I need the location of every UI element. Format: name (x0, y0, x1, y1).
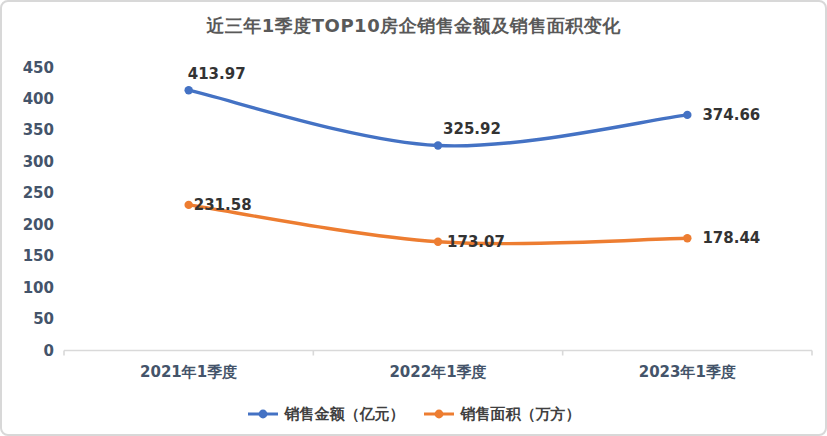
series-line-0 (189, 90, 688, 146)
data-label-series-1-point-0: 231.58 (194, 196, 252, 214)
y-axis-tick-label: 0 (4, 342, 54, 360)
series-0-marker-1 (434, 141, 442, 149)
series-1-marker-2 (683, 234, 691, 242)
legend-item-0: 销售金额（亿元） (247, 405, 405, 424)
x-axis-tick-label: 2022年1季度 (389, 363, 486, 382)
legend-marker-icon (423, 408, 455, 420)
y-axis-tick-label: 350 (4, 121, 54, 139)
y-axis-tick-label: 200 (4, 216, 54, 234)
legend-label: 销售面积（万方） (461, 405, 581, 424)
y-axis-tick-label: 100 (4, 279, 54, 297)
y-axis-tick-label: 150 (4, 247, 54, 265)
legend-label: 销售金额（亿元） (285, 405, 405, 424)
data-label-series-1-point-2: 178.44 (702, 229, 760, 247)
x-axis-tick-label: 2021年1季度 (140, 363, 237, 382)
legend-item-1: 销售面积（万方） (423, 405, 581, 424)
y-axis-tick-label: 50 (4, 310, 54, 328)
x-axis-line (64, 351, 812, 356)
y-axis-tick-label: 400 (4, 90, 54, 108)
data-label-series-0-point-1: 325.92 (443, 120, 501, 138)
series-1-marker-1 (434, 238, 442, 246)
chart-card: 近三年1季度TOP10房企销售金额及销售面积变化 050100150200250… (0, 0, 827, 436)
y-axis-tick-label: 300 (4, 153, 54, 171)
legend: 销售金额（亿元） 销售面积（万方） (2, 401, 825, 427)
series-0-marker-0 (184, 86, 192, 94)
x-axis-tick-label: 2023年1季度 (639, 363, 736, 382)
data-label-series-0-point-0: 413.97 (188, 65, 246, 83)
series-1-marker-0 (184, 201, 192, 209)
y-axis-tick-label: 450 (4, 59, 54, 77)
y-axis-tick-label: 250 (4, 184, 54, 202)
data-label-series-0-point-2: 374.66 (702, 106, 760, 124)
series-0-marker-2 (683, 111, 691, 119)
legend-marker-icon (247, 408, 279, 420)
data-label-series-1-point-1: 173.07 (447, 233, 505, 251)
